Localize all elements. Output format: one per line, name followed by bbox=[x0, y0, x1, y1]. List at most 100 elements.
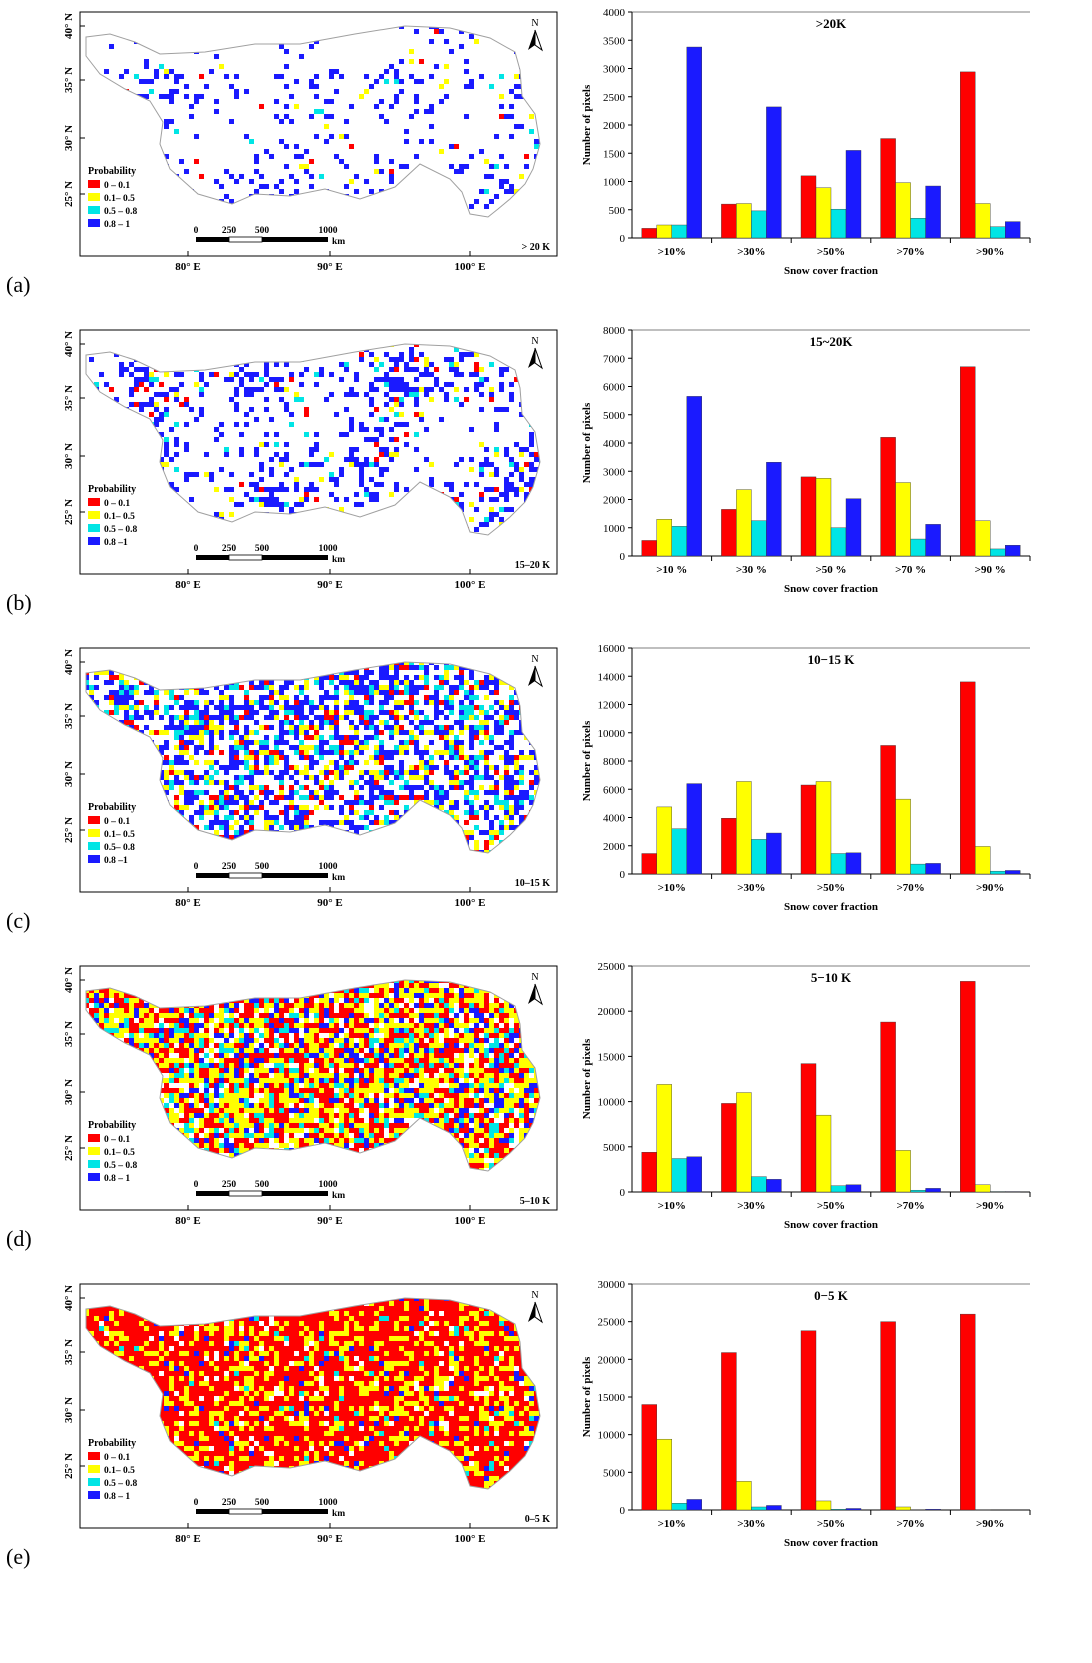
x-tick-label: >70% bbox=[896, 1200, 924, 1212]
north-arrow-icon: N bbox=[528, 1290, 543, 1324]
bar bbox=[1005, 545, 1021, 557]
y-tick-label: 16000 bbox=[598, 643, 626, 655]
scale-label: 500 bbox=[255, 862, 270, 872]
bar bbox=[766, 1179, 782, 1193]
bar bbox=[766, 462, 782, 557]
scale-label: 1000 bbox=[319, 226, 338, 236]
legend-label: 0.1– 0.5 bbox=[104, 1466, 135, 1476]
north-arrow-icon: N bbox=[528, 18, 543, 52]
bar bbox=[960, 1313, 976, 1511]
bar bbox=[736, 1481, 752, 1511]
x-tick-label: >30% bbox=[737, 246, 765, 258]
y-tick-label: 7000 bbox=[603, 353, 626, 365]
bar bbox=[721, 818, 737, 875]
scale-unit: km bbox=[332, 1509, 345, 1519]
panel-label: (a) bbox=[6, 272, 31, 297]
bar bbox=[895, 482, 911, 557]
bar bbox=[800, 175, 817, 239]
bar bbox=[925, 1509, 941, 1511]
y-axis-label: Number of pixels bbox=[581, 402, 593, 483]
y-tick-label: 0 bbox=[620, 1505, 626, 1517]
legend-swatch bbox=[88, 1134, 100, 1142]
lon-label: 80° E bbox=[175, 897, 201, 909]
bar bbox=[766, 1505, 782, 1511]
bar-chart: 0 2000 4000 6000 8000 10000 12000 14000 16000 10−… bbox=[581, 643, 1031, 913]
legend-swatch bbox=[88, 1160, 100, 1168]
lon-label: 90° E bbox=[317, 897, 343, 909]
lat-label: 30° N bbox=[63, 1079, 75, 1105]
bar bbox=[925, 863, 941, 875]
bar bbox=[641, 540, 658, 557]
bar bbox=[845, 852, 862, 875]
plateau-outline bbox=[85, 979, 541, 1172]
y-tick-label: 8000 bbox=[603, 325, 626, 337]
plateau-outline bbox=[85, 343, 541, 536]
lat-label: 25° N bbox=[63, 499, 75, 525]
legend-title: Probability bbox=[88, 802, 136, 813]
y-tick-label: 2000 bbox=[603, 841, 626, 853]
x-tick-label: >10% bbox=[658, 1518, 686, 1530]
lon-label: 100° E bbox=[455, 1215, 486, 1227]
bar bbox=[975, 846, 991, 875]
lat-label: 25° N bbox=[63, 181, 75, 207]
legend-label: 0.5 – 0.8 bbox=[104, 525, 138, 535]
x-tick-label: >70 % bbox=[895, 564, 926, 576]
legend-label: 0 – 0.1 bbox=[104, 1135, 130, 1145]
probability-legend: Probability 0 – 0.1 0.1– 0.5 0.5 – 0.8 0.8 –… bbox=[88, 166, 138, 230]
legend-label: 0.8 – 1 bbox=[104, 220, 130, 230]
bar bbox=[686, 396, 703, 557]
panel-label: (c) bbox=[6, 908, 31, 933]
probability-map: 40° N 35° N 30° N 25° N 80° E 90° E 100° E N Pro… bbox=[63, 11, 558, 273]
scale-label: 500 bbox=[255, 544, 270, 554]
y-axis-label: Number of pixels bbox=[581, 1038, 593, 1119]
scale-label: 0 bbox=[194, 1498, 199, 1508]
bar bbox=[656, 519, 673, 557]
lon-label: 80° E bbox=[175, 261, 201, 273]
bar bbox=[880, 437, 896, 557]
legend-swatch bbox=[88, 511, 100, 519]
y-tick-label: 0 bbox=[620, 869, 626, 881]
bar bbox=[800, 1063, 817, 1193]
bar bbox=[925, 524, 941, 557]
bar bbox=[1005, 870, 1021, 875]
lat-label: 30° N bbox=[63, 125, 75, 151]
x-axis-label: Snow cover fraction bbox=[784, 583, 878, 595]
map-tag: 5–10 K bbox=[520, 1196, 551, 1207]
x-tick-label: >90% bbox=[976, 1518, 1004, 1530]
bar bbox=[975, 520, 991, 557]
lon-label: 100° E bbox=[455, 1533, 486, 1545]
y-tick-label: 4000 bbox=[603, 813, 626, 825]
probability-cells bbox=[86, 26, 540, 217]
chart-title: 5−10 K bbox=[811, 970, 852, 985]
bar bbox=[686, 783, 703, 875]
legend-swatch bbox=[88, 1465, 100, 1473]
north-label: N bbox=[531, 654, 538, 665]
lat-label: 35° N bbox=[63, 1021, 75, 1047]
bar bbox=[800, 1330, 817, 1511]
y-tick-label: 500 bbox=[609, 205, 626, 217]
y-tick-label: 0 bbox=[620, 551, 626, 563]
lat-label: 40° N bbox=[63, 1285, 75, 1311]
legend-label: 0.5 – 0.8 bbox=[104, 1161, 138, 1171]
plateau-outline bbox=[85, 661, 541, 854]
scale-label: 1000 bbox=[319, 1180, 338, 1190]
y-tick-label: 8000 bbox=[603, 756, 626, 768]
legend-label: 0.1– 0.5 bbox=[104, 512, 135, 522]
bar bbox=[990, 870, 1006, 875]
bars bbox=[641, 1313, 991, 1511]
bar bbox=[766, 106, 782, 239]
chart-title: 0−5 K bbox=[814, 1288, 849, 1303]
x-tick-label: >50% bbox=[817, 246, 845, 258]
legend-label: 0 – 0.1 bbox=[104, 817, 130, 827]
bar bbox=[721, 1352, 737, 1511]
legend-swatch bbox=[88, 524, 100, 532]
north-arrow-icon: N bbox=[528, 336, 543, 370]
bar bbox=[686, 46, 703, 239]
bar bbox=[910, 218, 926, 239]
x-tick-label: >10% bbox=[658, 882, 686, 894]
bar bbox=[641, 228, 658, 239]
y-tick-label: 2000 bbox=[603, 120, 626, 132]
bar bbox=[721, 509, 737, 557]
x-tick-label: >70% bbox=[896, 1518, 924, 1530]
